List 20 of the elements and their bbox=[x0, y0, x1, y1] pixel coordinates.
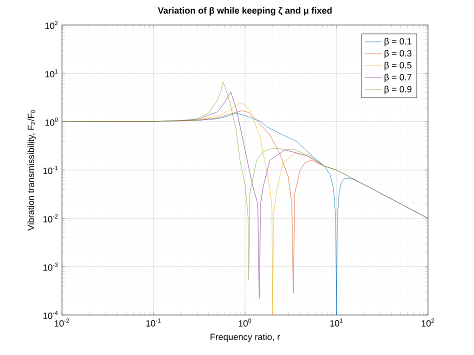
y-tick-label: 10$^{-1}$ bbox=[43, 166, 58, 174]
y-axis-title: Vibration transmissibility, F$_{2}$/F$_{0}$ bbox=[27, 110, 36, 231]
legend-label: β = 0.7 bbox=[384, 74, 412, 82]
x-tick-label: 10$^{1}$ bbox=[330, 318, 343, 327]
legend-label: β = 0.1 bbox=[384, 38, 412, 46]
y-tick-label: 10$^{-4}$ bbox=[43, 311, 58, 320]
legend-label: β = 0.5 bbox=[384, 62, 412, 70]
y-tick-label: 10$^{-3}$ bbox=[43, 262, 58, 271]
y-tick-label: 10$^{2}$ bbox=[45, 20, 58, 30]
chart-title: Variation of β while keeping ζ and μ fixed bbox=[158, 7, 332, 16]
x-tick-label: 10$^{0}$ bbox=[238, 318, 252, 327]
x-tick-label: 10$^{2}$ bbox=[422, 318, 434, 327]
y-tick-label: 10$^{-2}$ bbox=[43, 214, 58, 222]
x-tick-label: 10$^{-2}$ bbox=[54, 318, 70, 327]
legend-label: β = 0.3 bbox=[384, 50, 412, 58]
x-tick-label: 10$^{-1}$ bbox=[146, 318, 161, 327]
x-axis-title: Frequency ratio, r bbox=[210, 333, 280, 342]
y-tick-label: 10$^{0}$ bbox=[45, 118, 58, 126]
y-tick-label: 10$^{1}$ bbox=[45, 69, 58, 78]
legend-label: β = 0.9 bbox=[384, 86, 412, 94]
